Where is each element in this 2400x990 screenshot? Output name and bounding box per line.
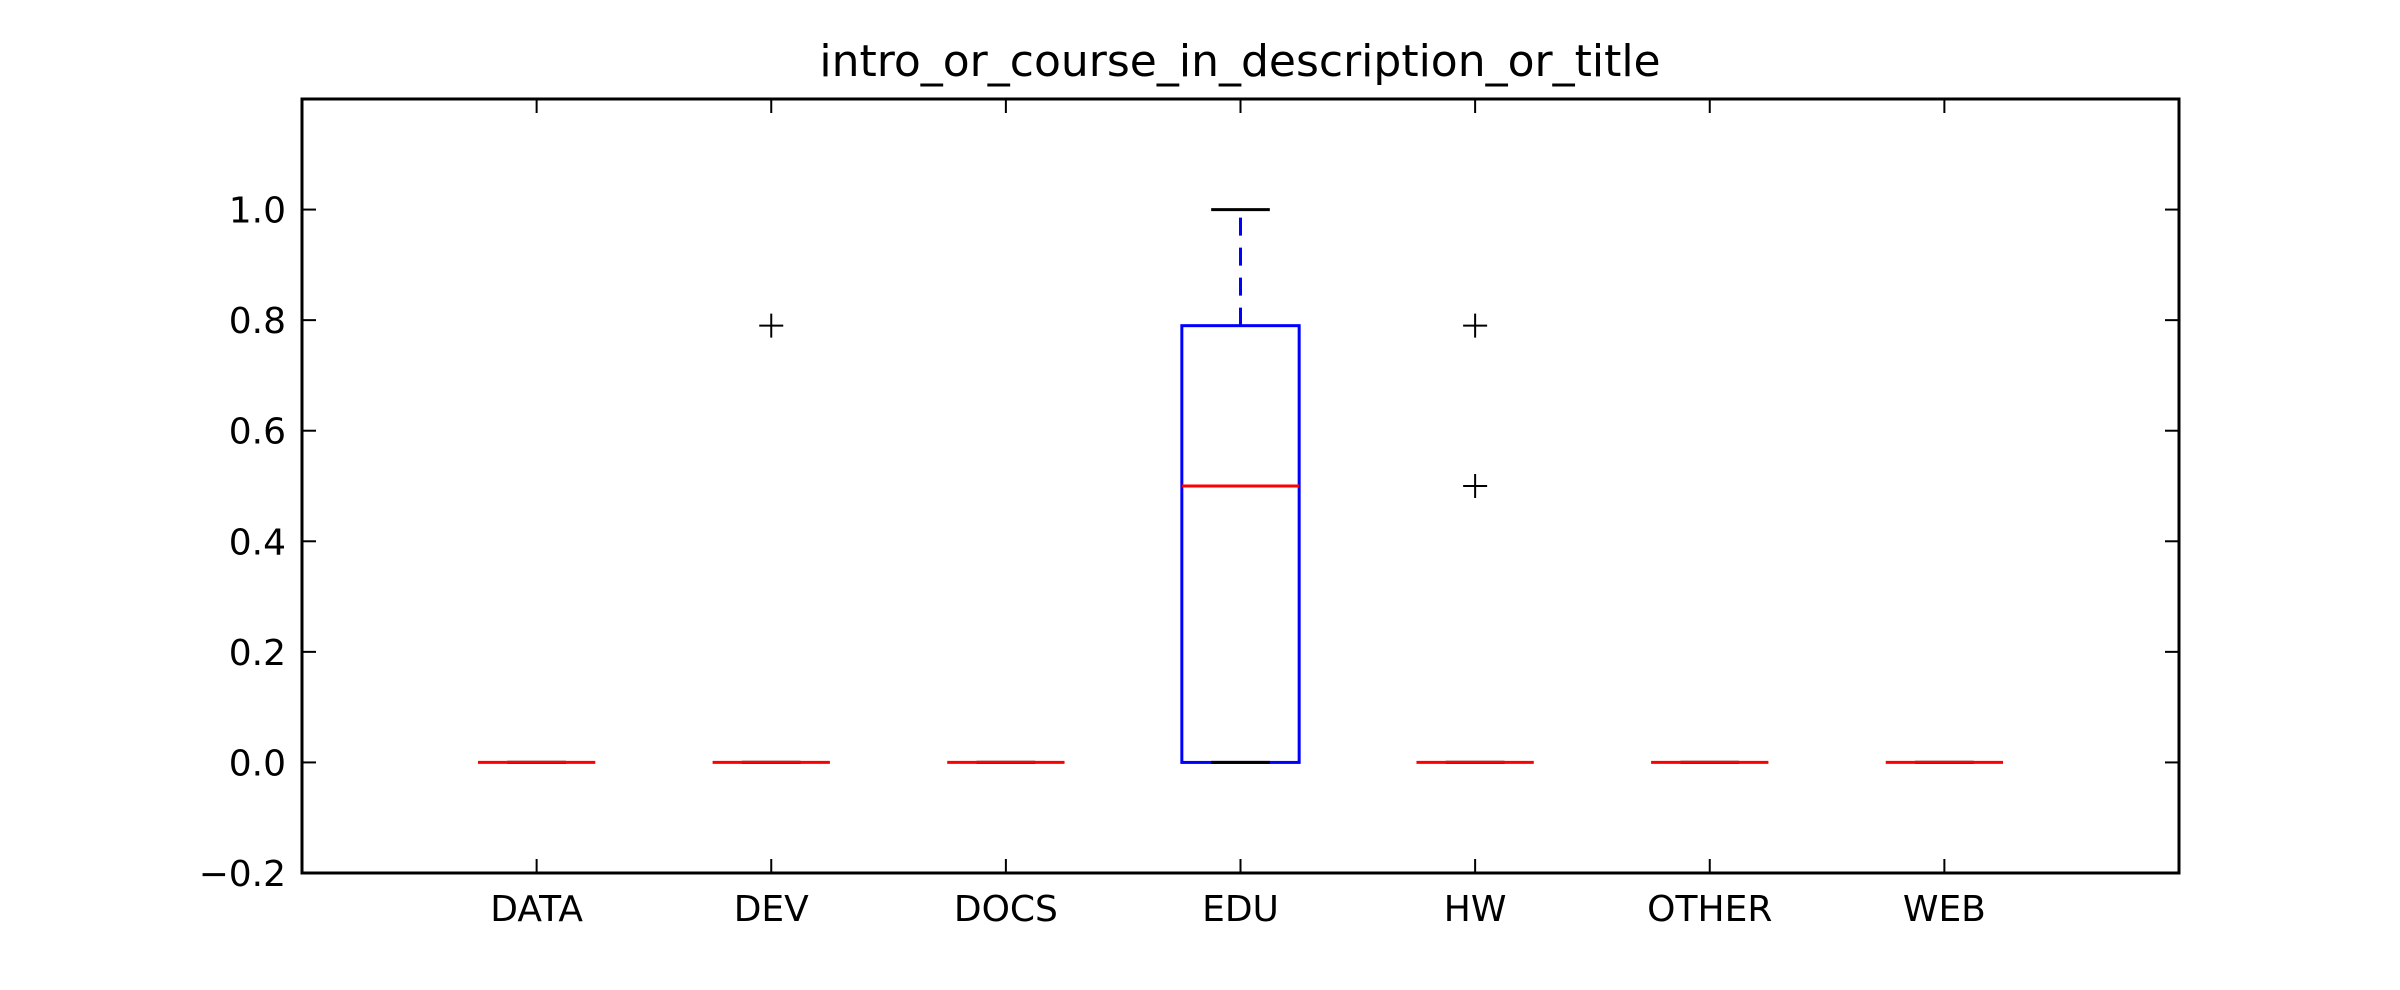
y-tick-label: 1.0 bbox=[229, 191, 286, 232]
y-tick-label: 0.0 bbox=[229, 743, 286, 784]
outlier-point bbox=[1463, 313, 1488, 338]
box-edu bbox=[1180, 208, 1301, 764]
box-series bbox=[477, 208, 2004, 764]
iqr-box bbox=[1180, 324, 1301, 764]
box-hw bbox=[1416, 313, 1534, 764]
x-tick-label-dev: DEV bbox=[734, 889, 809, 930]
y-tick-label: −0.2 bbox=[199, 854, 286, 895]
y-tick-label: 0.6 bbox=[229, 412, 286, 453]
y-tick-label: 0.2 bbox=[229, 633, 286, 674]
y-tick-label: 0.8 bbox=[229, 301, 286, 342]
outlier-point bbox=[759, 313, 784, 338]
x-tick-label-web: WEB bbox=[1903, 889, 1986, 930]
x-tick-label-docs: DOCS bbox=[954, 889, 1058, 930]
outlier-point bbox=[1463, 474, 1488, 498]
chart-title: intro_or_course_in_description_or_title bbox=[819, 36, 1660, 87]
x-tick-label-hw: HW bbox=[1444, 889, 1507, 930]
x-tick-label-other: OTHER bbox=[1647, 889, 1772, 930]
box-dev bbox=[712, 313, 830, 764]
x-tick-label-edu: EDU bbox=[1202, 889, 1279, 930]
x-axis: DATA DEV DOCS EDU HW OTHER WEB bbox=[490, 99, 1986, 930]
y-tick-label: 0.4 bbox=[229, 522, 286, 563]
x-tick-label-data: DATA bbox=[490, 889, 583, 930]
y-axis: −0.2 0.0 0.2 0.4 0.6 0.8 1.0 bbox=[199, 191, 2179, 895]
